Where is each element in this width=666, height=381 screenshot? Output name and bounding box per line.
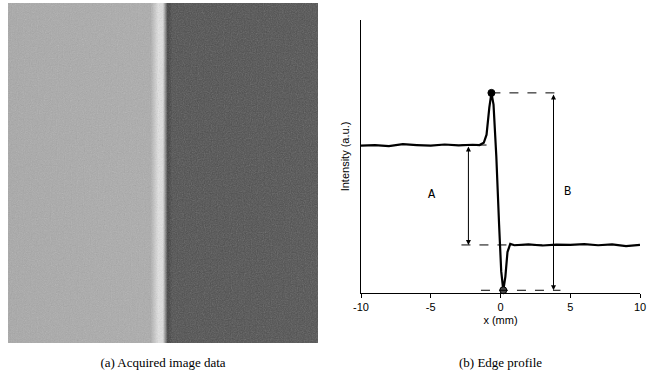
svg-text:(b) Edge profile: (b) Edge profile [459,355,542,370]
svg-text:0: 0 [497,301,503,313]
svg-text:10: 10 [634,301,646,313]
svg-text:-10: -10 [353,301,369,313]
svg-text:Intensity (a.u.): Intensity (a.u.) [339,122,351,192]
html-text:(a) Acquired image data: (a) Acquired image data [100,355,226,370]
svg-text:5: 5 [567,301,573,313]
svg-text:B: B [564,185,571,199]
svg-text:-5: -5 [426,301,436,313]
svg-text:A: A [428,188,436,202]
svg-text:x (mm): x (mm) [483,314,517,326]
